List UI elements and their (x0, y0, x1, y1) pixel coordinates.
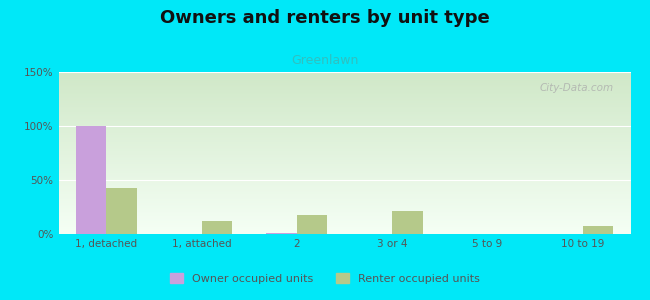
Bar (392, 211, 422, 234)
Text: City-Data.com: City-Data.com (540, 83, 614, 93)
Bar (266, 233, 297, 234)
Text: Greenlawn: Greenlawn (291, 54, 359, 67)
Bar (297, 214, 328, 234)
Bar (75, 126, 106, 234)
Bar (202, 221, 232, 234)
Bar (106, 188, 136, 234)
Bar (583, 226, 614, 234)
Legend: Owner occupied units, Renter occupied units: Owner occupied units, Renter occupied un… (166, 269, 484, 288)
Text: Owners and renters by unit type: Owners and renters by unit type (160, 9, 490, 27)
